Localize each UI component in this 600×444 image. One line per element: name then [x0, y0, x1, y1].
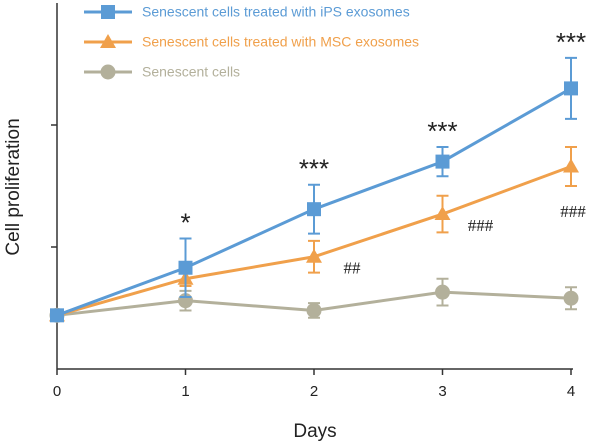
x-tick-label: 3 [438, 383, 446, 400]
data-point [435, 284, 450, 300]
legend-marker [101, 5, 115, 19]
legend-label: Senescent cells treated with iPS exosome… [142, 4, 410, 20]
annotation: ### [560, 202, 586, 221]
data-point [307, 202, 321, 217]
data-point [50, 308, 64, 323]
annotation: *** [299, 154, 329, 184]
data-point [563, 158, 579, 173]
data-point [306, 302, 322, 318]
legend-marker [100, 64, 116, 80]
x-axis-label: Days [293, 421, 336, 442]
data-point [434, 206, 451, 221]
x-tick-label: 1 [181, 383, 189, 400]
x-tick-label: 2 [310, 383, 318, 400]
legend-label: Senescent cells treated with MSC exosome… [142, 34, 419, 50]
legend-marker [100, 34, 116, 48]
data-point [563, 290, 579, 306]
data-point [306, 248, 322, 263]
y-axis-label: Cell proliferation [3, 118, 24, 255]
data-point [178, 260, 193, 275]
annotation: * [180, 207, 190, 237]
data-point [564, 81, 578, 96]
legend-label: Senescent cells [142, 64, 240, 80]
x-tick-label: 0 [53, 383, 61, 400]
annotation: *** [427, 116, 457, 146]
x-tick-label: 4 [567, 383, 575, 400]
annotation: ## [344, 259, 362, 278]
data-point [435, 154, 450, 169]
annotation: *** [556, 27, 586, 57]
annotation: ### [468, 216, 494, 235]
